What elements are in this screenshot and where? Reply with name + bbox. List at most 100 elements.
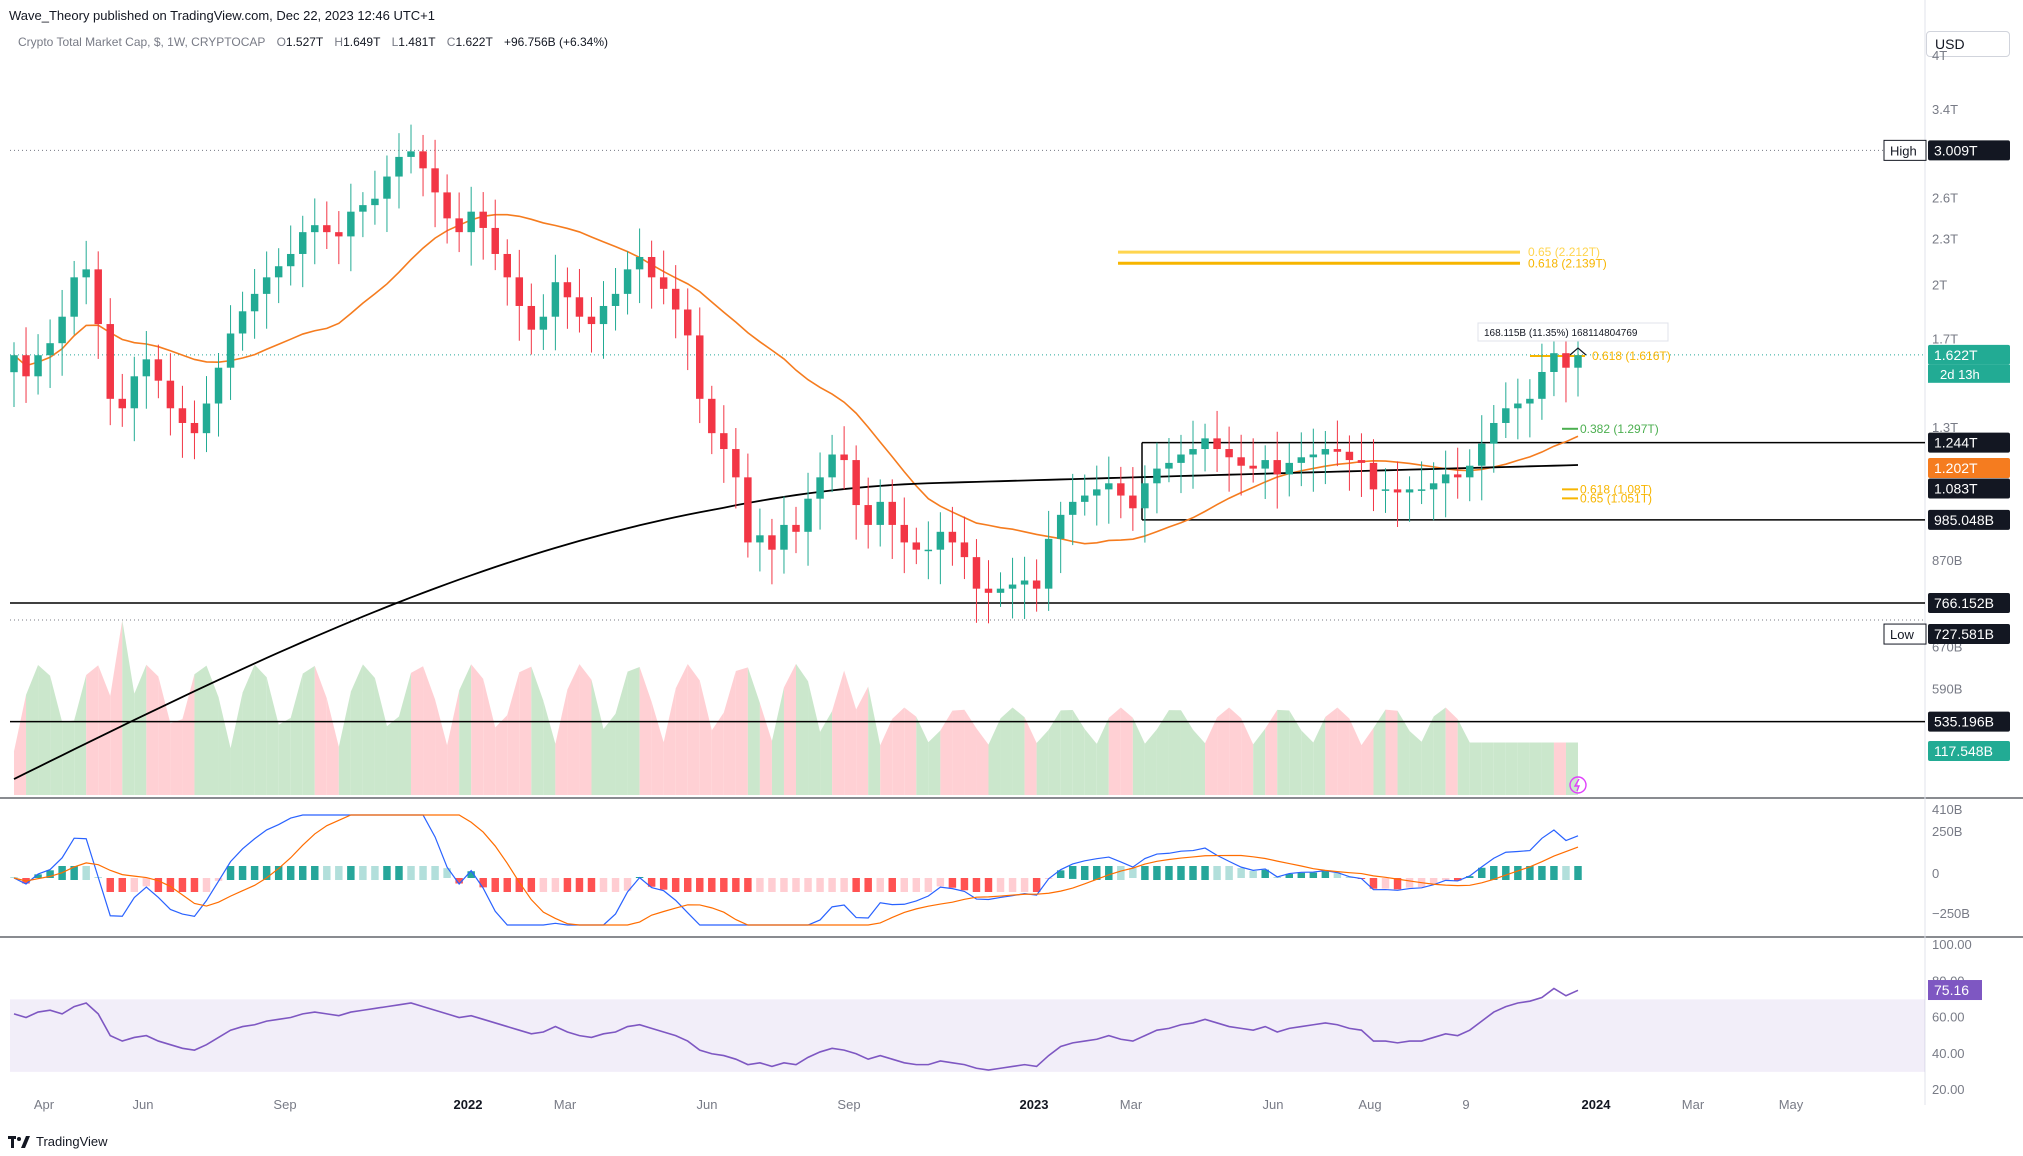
volume-area-segment (1277, 709, 1290, 795)
candle-body (780, 524, 788, 550)
volume-area-segment (1349, 718, 1362, 795)
candle-body (407, 151, 415, 157)
candle-body (419, 151, 427, 169)
volume-area-segment (423, 666, 436, 795)
volume-area-segment (615, 671, 628, 795)
candle-body (984, 588, 993, 593)
macd-histogram-bar (190, 878, 199, 892)
volume-area-segment (1168, 710, 1181, 795)
time-axis-tick: 2023 (1020, 1097, 1049, 1112)
rsi-axis-tick: 40.00 (1932, 1046, 1965, 1061)
time-axis-tick: Jun (133, 1097, 154, 1112)
volume-area-segment (1541, 742, 1554, 795)
volume-area-segment (350, 664, 363, 795)
volume-area-segment (1361, 728, 1374, 795)
macd-histogram-bar (1381, 878, 1390, 889)
macd-histogram-bar (960, 878, 969, 891)
candle-body (575, 297, 584, 317)
volume-area-segment (699, 680, 712, 795)
candle-body (599, 305, 608, 325)
high-label: H (334, 35, 344, 49)
candle-body (1381, 489, 1390, 491)
candle-body (960, 542, 969, 558)
countdown-text: 2d 13h (1940, 367, 1980, 382)
rsi-line (13, 987, 1579, 1071)
volume-area-segment (519, 666, 532, 795)
candle-body (1321, 449, 1330, 455)
price-axis-tick: 410B (1932, 802, 1962, 817)
volume-area-segment (302, 665, 315, 795)
volume-area-segment (1036, 729, 1049, 795)
tradingview-logo-icon (8, 1135, 30, 1148)
time-axis-tick: 9 (1462, 1097, 1469, 1112)
volume-area-segment (254, 664, 267, 795)
price-label-box (1928, 592, 2010, 613)
rsi-axis-tick: 60.00 (1932, 1010, 1965, 1025)
macd-histogram-bar (864, 878, 872, 892)
candle-body (395, 156, 403, 177)
volume-area-segment (1421, 716, 1434, 795)
macd-histogram-bar (395, 866, 403, 880)
candle-body (262, 277, 271, 294)
candle-body (190, 422, 199, 434)
volume-area-segment (495, 715, 508, 795)
time-axis-tick: Mar (1120, 1097, 1143, 1112)
candle-body (214, 367, 223, 404)
price-axis-tick: 1.3T (1932, 420, 1958, 435)
macd-histogram-bar (1562, 866, 1570, 880)
volume-area-segment (808, 681, 821, 795)
macd-histogram-bar (311, 866, 319, 880)
candle-body (94, 269, 102, 325)
macd-histogram-bar (1369, 878, 1378, 889)
volume-area-segment (675, 663, 688, 795)
macd-histogram-bar (178, 878, 187, 892)
candle-body (311, 225, 319, 233)
flash-bolt-icon (1573, 778, 1581, 792)
volume-area-segment (1132, 717, 1145, 795)
volume-area-segment (507, 672, 520, 795)
candle-body (130, 376, 139, 409)
macd-histogram-bar (768, 878, 776, 892)
rsi-axis-tick: 20.00 (1932, 1082, 1965, 1097)
candle-body (1538, 371, 1546, 399)
macd-histogram-bar (599, 878, 608, 892)
macd-histogram-bar (708, 878, 716, 892)
currency-button[interactable]: USD (1926, 31, 2010, 57)
macd-line (13, 814, 1579, 926)
volume-area-segment (591, 679, 604, 795)
candle-body (1249, 465, 1257, 469)
price-label-box (1928, 457, 2010, 478)
candle-body (900, 524, 909, 543)
candle-body (238, 311, 247, 334)
volume-area-segment (723, 671, 736, 795)
volume-area-segment (1445, 707, 1458, 795)
volume-area-segment (976, 728, 989, 795)
macd-histogram-bar (46, 870, 54, 878)
volume-area-segment (62, 720, 75, 795)
fib-level-label: 0.618 (1.616T) (1592, 349, 1671, 363)
volume-area-segment (964, 709, 977, 795)
candle-body (852, 460, 860, 506)
footer-brand-text: TradingView (36, 1134, 108, 1149)
macd-histogram-bar (419, 866, 427, 880)
volume-area-segment (1060, 709, 1073, 795)
fib-level-label: 0.65 (2.212T) (1528, 245, 1600, 259)
volume-area-segment (555, 689, 568, 795)
candle-body (1465, 465, 1474, 478)
candle-body (515, 277, 524, 306)
candle-body (443, 192, 451, 219)
volume-area-segment (832, 670, 845, 795)
macd-histogram-bar (1453, 878, 1462, 881)
candle-body (46, 343, 54, 356)
candle-body (1417, 489, 1426, 491)
macd-histogram-bar (1117, 866, 1125, 880)
volume-area-segment (98, 665, 111, 795)
candle-body (1453, 474, 1462, 478)
price-axis-tick: 3.4T (1932, 102, 1958, 117)
time-axis-tick: Jun (697, 1097, 718, 1112)
macd-histogram-bar (226, 866, 235, 880)
candle-body (924, 549, 933, 552)
macd-histogram-bar (936, 878, 945, 887)
price-label-value: 985.048B (1934, 512, 1994, 528)
